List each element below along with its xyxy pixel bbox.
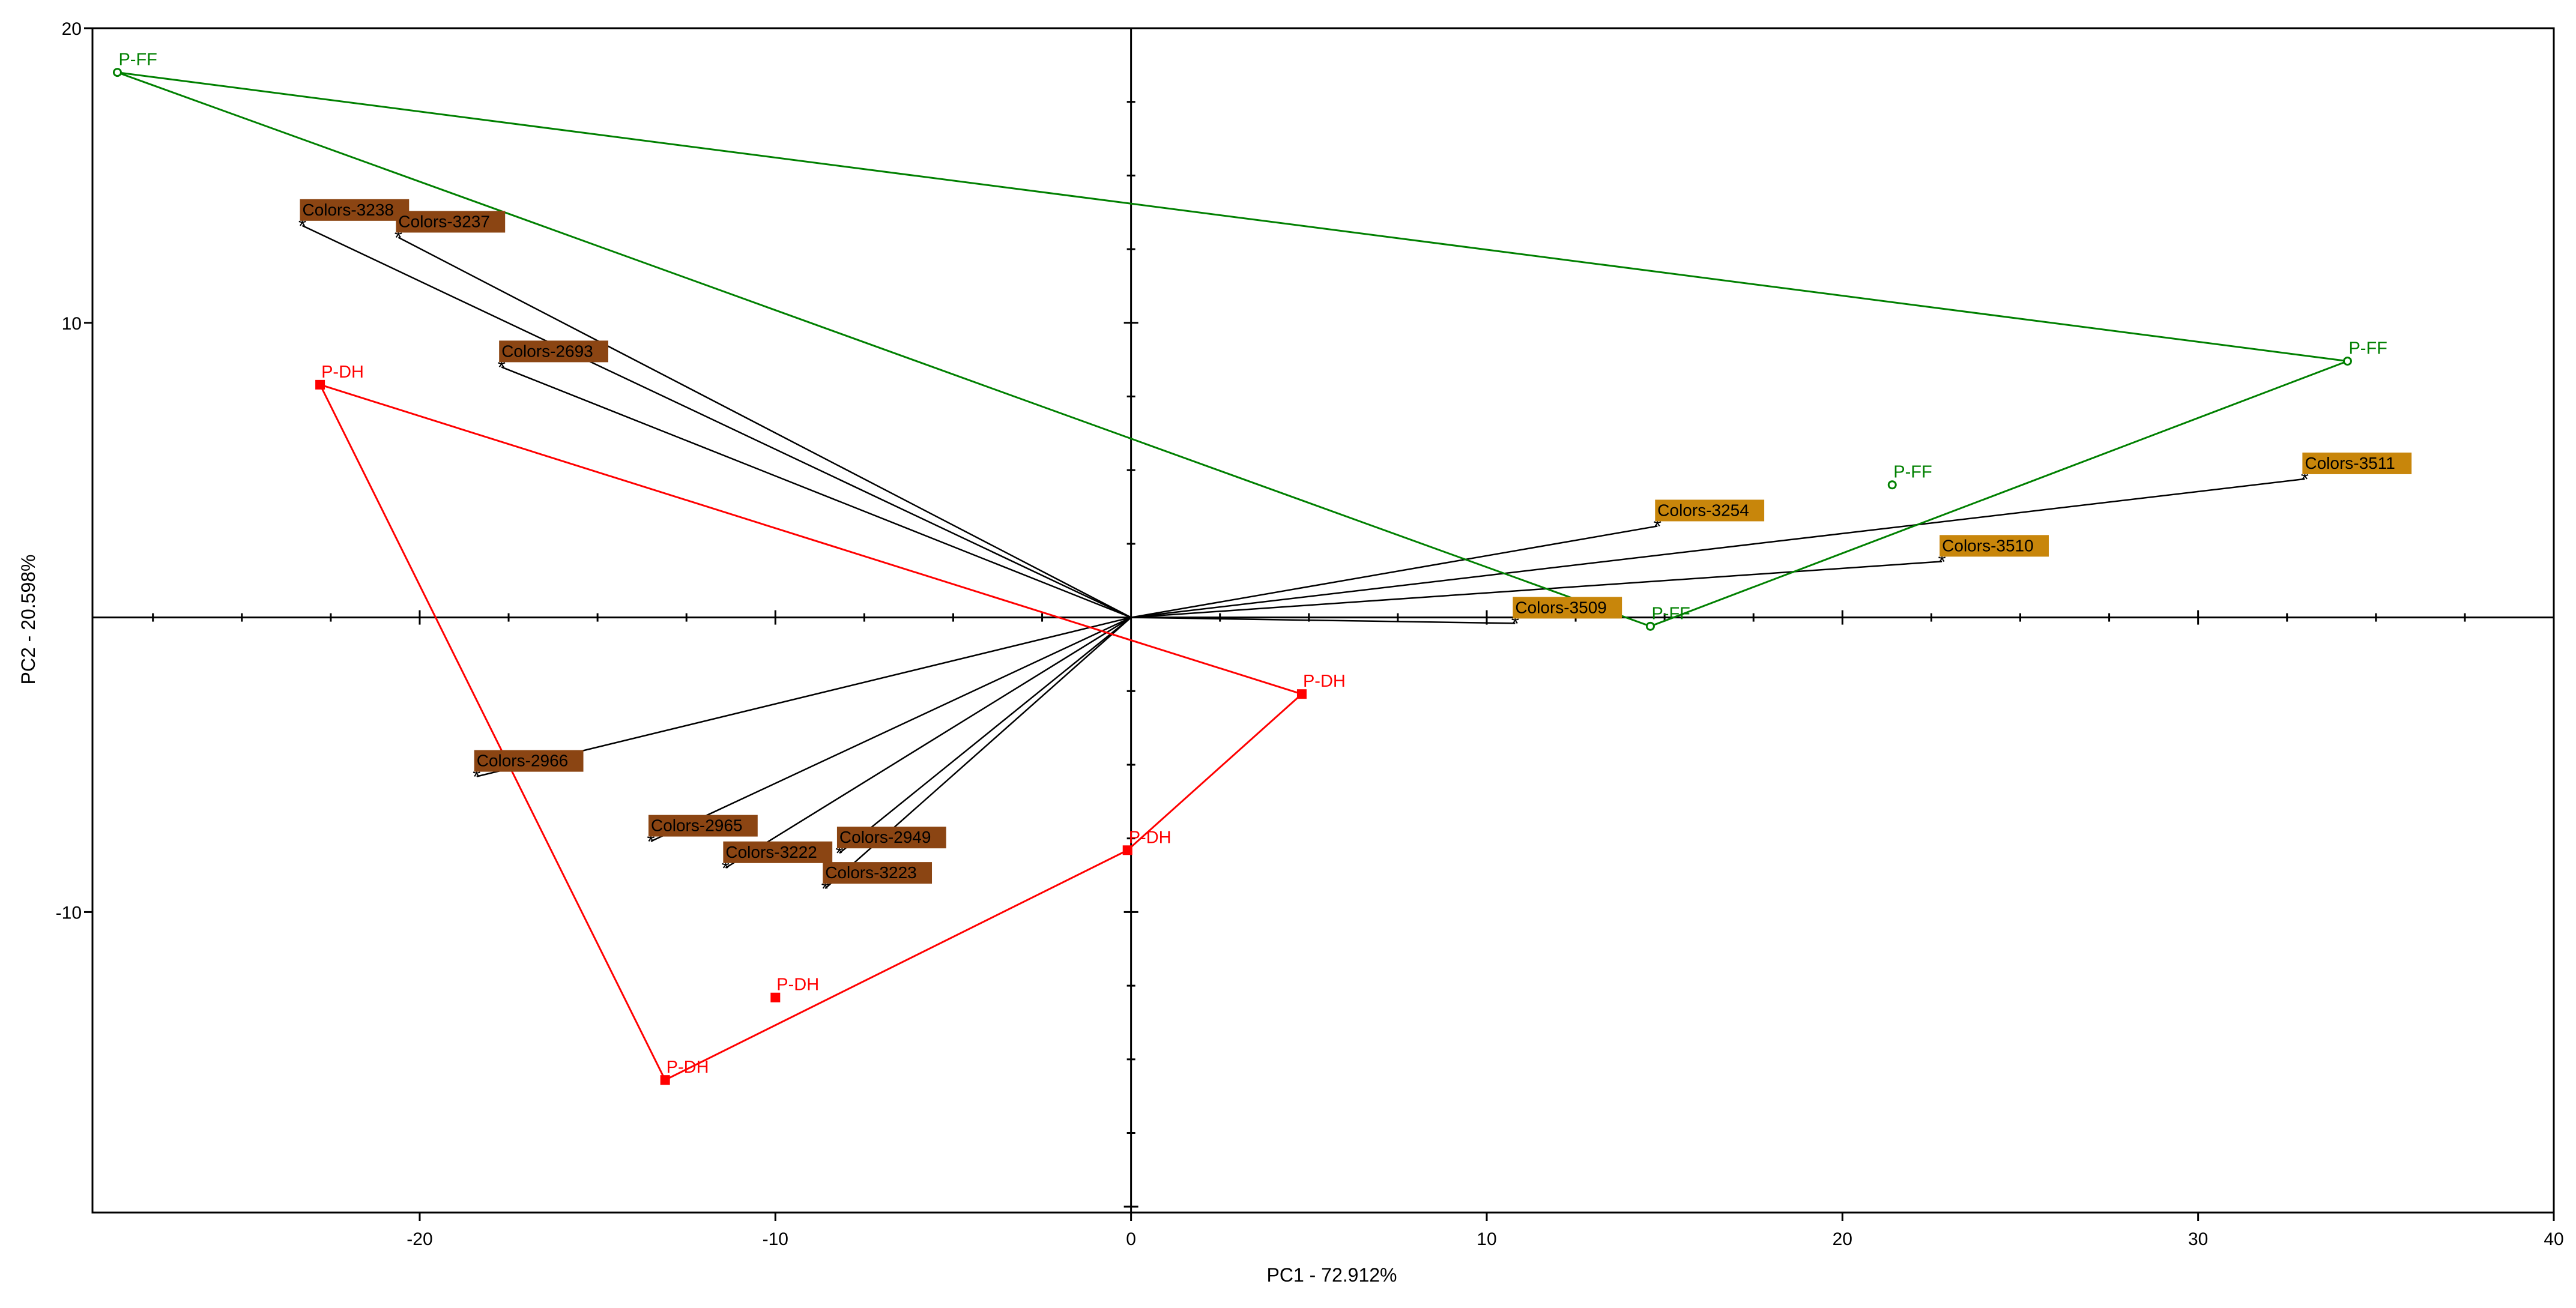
loading-label-background [474,750,584,772]
point-label: P-DH [667,1058,709,1077]
x-tick-label: 20 [1833,1229,1852,1249]
point-marker [112,68,122,77]
loading-vector [1131,525,1658,618]
point-label: P-DH [776,975,819,995]
y-tick-label: 20 [62,19,82,39]
y-axis-title: PC2 - 20.598% [17,554,39,684]
point-marker [1645,621,1655,631]
loading-label-background [396,211,506,233]
point-marker [1122,845,1132,855]
loading-label: Colors-2693 [501,342,593,360]
loading-vector [1131,616,1516,624]
loading-vector [476,616,1131,777]
point-marker [315,379,325,390]
loading-label-background [300,199,410,221]
point-marker [770,992,781,1002]
x-tick-label: 40 [2544,1229,2563,1249]
loading-vector [1131,561,1943,618]
point-label: P-FF [1893,463,1932,482]
loading-vector [501,366,1132,618]
loading-vector [301,225,1132,618]
loading-label-background [648,815,758,837]
loading-label-background [1940,535,2049,557]
point-label: P-FF [118,50,157,70]
point-marker [1296,689,1307,699]
loading-vector [725,616,1132,869]
loading-label-background [723,841,833,863]
loading-label: Colors-3237 [398,212,490,231]
x-tick-label: -20 [407,1229,432,1249]
x-tick-label: 0 [1126,1229,1136,1249]
point-label: P-DH [1303,672,1346,691]
loading-vector [650,616,1132,842]
loading-label: Colors-3223 [825,863,917,882]
loading-label: Colors-3238 [302,200,394,219]
loading-label-background [1513,597,1622,619]
point-marker [1887,480,1897,490]
loading-label: Colors-3509 [1515,598,1607,616]
point-marker [660,1075,670,1085]
y-tick-label: 10 [62,314,82,334]
point-label: P-DH [1129,828,1172,847]
point-label: P-FF [2348,339,2387,358]
point-marker [2342,357,2352,366]
loading-label: Colors-2965 [651,816,743,835]
loading-label: Colors-3511 [2305,454,2395,472]
loading-label-background [2302,452,2412,474]
loading-label-background [499,340,608,363]
loading-label-background [823,862,933,884]
loading-label: Colors-2949 [839,828,931,846]
loading-vector [1131,478,2305,618]
y-tick-label: -10 [56,903,82,923]
x-axis-title: PC1 - 72.912% [1266,1264,1397,1286]
x-tick-label: 10 [1477,1229,1496,1249]
loading-label: Colors-3254 [1657,501,1749,519]
group-hull-p-ff [116,71,2348,627]
loading-label-background [1655,499,1765,522]
loading-label: Colors-3510 [1942,536,2034,555]
loading-label: Colors-2966 [477,752,569,770]
point-label: P-FF [1651,604,1690,623]
point-label: P-DH [321,363,364,382]
loading-label: Colors-3222 [725,843,817,861]
x-tick-label: -10 [763,1229,788,1249]
loading-vector [839,616,1132,854]
x-tick-label: 30 [2188,1229,2208,1249]
loading-vector [398,237,1132,618]
loading-label-background [836,827,946,849]
